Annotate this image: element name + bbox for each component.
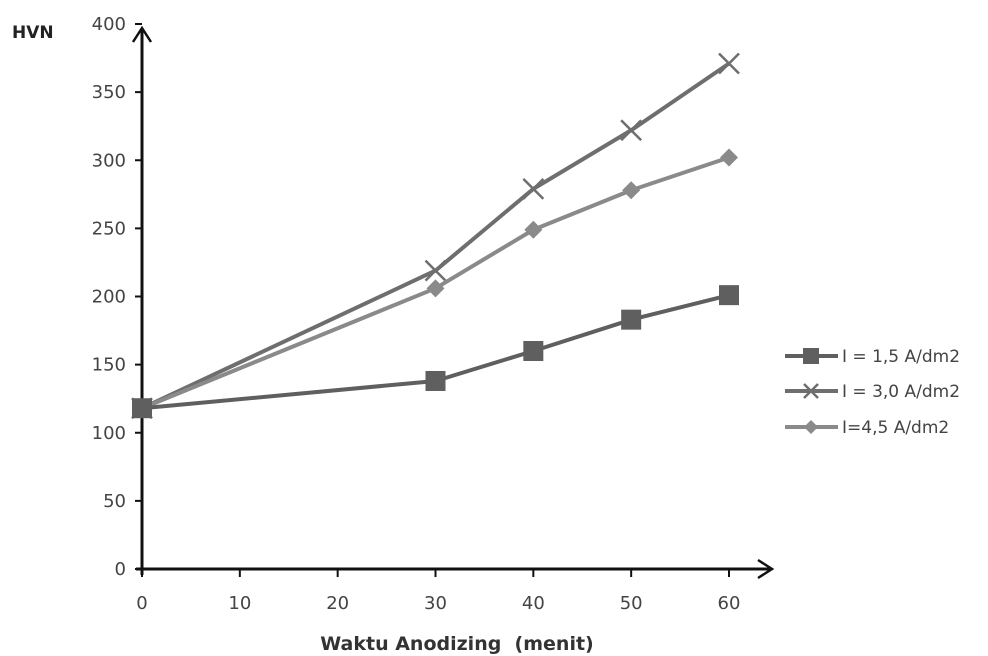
y-tick-label: 150 <box>92 355 126 376</box>
data-point <box>524 220 543 239</box>
x-tick-label: 30 <box>424 593 447 614</box>
y-tick-label: 350 <box>92 82 126 103</box>
data-point <box>803 348 819 364</box>
y-tick-label: 250 <box>92 218 126 239</box>
x-tick-label: 40 <box>522 593 545 614</box>
x-axis-arrow <box>757 558 775 580</box>
data-point <box>523 341 544 361</box>
legend-label: I = 3,0 A/dm2 <box>842 382 960 402</box>
data-point <box>720 148 738 167</box>
data-point <box>426 279 445 298</box>
legend: I = 1,5 A/dm2 I = 3,0 A/dm2 I=4,5 A/dm2 <box>785 347 960 438</box>
legend-item: I=4,5 A/dm2 <box>785 418 949 438</box>
data-point <box>425 370 446 391</box>
x-axis-ticks: 0 10 20 30 40 50 60 <box>136 569 740 614</box>
data-point <box>719 285 739 306</box>
legend-label: I = 1,5 A/dm2 <box>842 347 960 367</box>
data-point <box>132 398 152 419</box>
legend-item: I = 3,0 A/dm2 <box>785 382 960 402</box>
data-point <box>804 420 818 434</box>
data-point <box>522 177 545 200</box>
data-point <box>718 52 740 75</box>
series-2 <box>131 52 740 420</box>
y-tick-label: 200 <box>92 287 126 308</box>
series-layer <box>131 52 740 420</box>
x-tick-label: 20 <box>326 593 349 614</box>
y-tick-label: 100 <box>92 423 126 444</box>
y-tick-label: 400 <box>92 14 126 35</box>
x-tick-label: 10 <box>228 593 251 614</box>
y-tick-label: 0 <box>115 559 126 580</box>
y-axis-label: HVN <box>12 23 54 43</box>
data-point <box>424 259 447 282</box>
y-tick-label: 50 <box>103 491 126 512</box>
data-point <box>803 383 819 399</box>
data-point <box>621 309 642 330</box>
legend-item: I = 1,5 A/dm2 <box>785 347 960 367</box>
data-point <box>620 119 643 142</box>
legend-label: I=4,5 A/dm2 <box>842 418 949 438</box>
y-axis-ticks: 0 50 100 150 200 250 300 350 400 <box>92 14 142 580</box>
series-1 <box>132 285 739 419</box>
data-point <box>622 181 641 200</box>
y-tick-label: 300 <box>92 150 126 171</box>
y-axis-arrow <box>131 25 153 43</box>
series-line <box>141 61 731 411</box>
x-tick-label: 50 <box>620 593 643 614</box>
x-axis-label: Waktu Anodizing (menit) <box>320 633 593 655</box>
x-tick-label: 60 <box>718 593 741 614</box>
x-tick-label: 0 <box>136 593 147 614</box>
